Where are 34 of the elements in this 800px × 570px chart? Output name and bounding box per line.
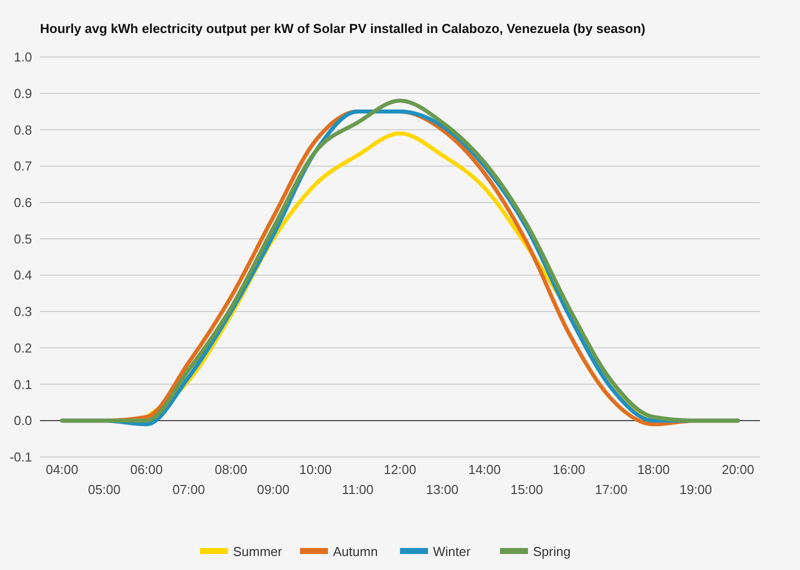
legend-label: Winter: [433, 544, 472, 559]
x-tick-label: 11:00: [342, 482, 374, 497]
x-tick-label: 06:00: [130, 462, 163, 477]
chart-title: Hourly avg kWh electricity output per kW of Solar PV installed in Calabozo, Venezuela (by season): [40, 21, 646, 36]
y-tick-label: 0.3: [14, 304, 32, 320]
y-tick-label: 0.5: [14, 231, 32, 246]
legend-label: Summer: [233, 544, 283, 559]
legend-label: Autumn: [333, 544, 378, 559]
y-tick-label: 0.6: [14, 195, 32, 210]
y-tick-label: 0.2: [14, 340, 32, 356]
y-tick-label: 1.0: [14, 50, 32, 65]
y-tick-label: 0.0: [14, 413, 32, 428]
y-tick-label: 0.8: [14, 122, 32, 138]
x-tick-label: 18:00: [637, 462, 670, 477]
x-tick-label: 14:00: [468, 462, 501, 477]
x-tick-label: 04:00: [46, 462, 78, 477]
x-tick-label: 15:00: [510, 482, 544, 497]
y-tick-label: -0.1: [10, 450, 32, 465]
x-tick-label: 10:00: [299, 462, 332, 477]
x-tick-label: 19:00: [679, 482, 712, 497]
x-tick-label: 13:00: [426, 482, 459, 497]
y-tick-label: 0.9: [14, 86, 32, 101]
x-tick-label: 20:00: [722, 462, 754, 477]
y-tick-label: 0.4: [14, 268, 32, 283]
x-tick-label: 05:00: [88, 482, 121, 497]
x-tick-label: 07:00: [172, 482, 206, 497]
legend-label: Spring: [533, 544, 571, 559]
x-tick-label: 12:00: [384, 462, 416, 477]
y-tick-label: 0.1: [14, 376, 32, 392]
x-tick-label: 09:00: [256, 482, 290, 497]
y-tick-label: 0.7: [14, 158, 32, 174]
x-tick-label: 08:00: [214, 462, 248, 477]
x-tick-label: 16:00: [552, 462, 586, 477]
x-tick-label: 17:00: [594, 482, 628, 497]
